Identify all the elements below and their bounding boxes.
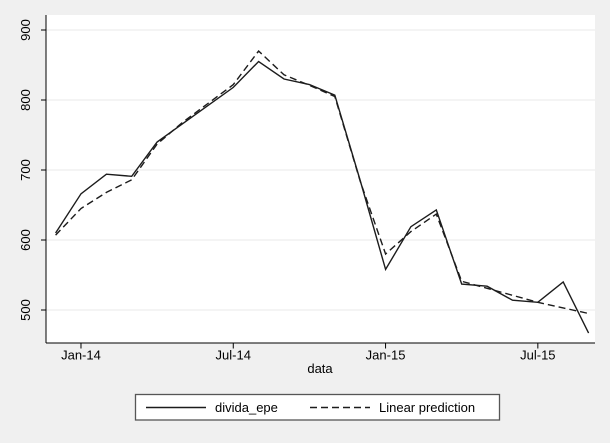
legend: divida_epe Linear prediction (134, 393, 501, 421)
y-tick-label: 900 (18, 19, 33, 41)
x-axis-title: data (307, 361, 333, 376)
y-tick-label: 500 (18, 299, 33, 321)
series-line-linear-prediction (55, 49, 589, 315)
series-lines (55, 49, 590, 334)
x-tick-label: Jul-14 (216, 348, 251, 363)
y-tick-label: 700 (18, 159, 33, 181)
gridlines (46, 29, 595, 311)
y-axis-ticks: 500 600 700 800 900 (18, 19, 46, 321)
plot-area (46, 15, 595, 343)
y-tick-label: 800 (18, 89, 33, 111)
legend-label-divida-epe: divida_epe (215, 400, 278, 415)
x-axis-ticks: Jan-14 Jul-14 Jan-15 Jul-15 (61, 343, 556, 363)
x-tick-label: Jul-15 (520, 348, 555, 363)
x-tick-label: Jan-15 (366, 348, 406, 363)
y-tick-label: 600 (18, 229, 33, 251)
x-tick-label: Jan-14 (61, 348, 101, 363)
series-line-divida-epe (55, 60, 590, 334)
legend-label-linear-prediction: Linear prediction (379, 400, 475, 415)
